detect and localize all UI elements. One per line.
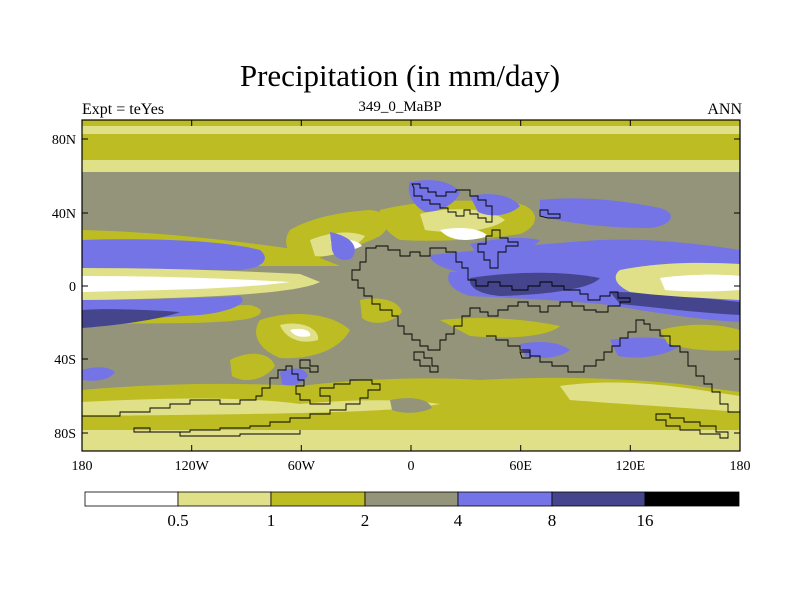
colorbar-box-4 (457, 491, 553, 507)
lon-label-0: 0 (408, 459, 415, 474)
lon-label-60w: 60W (288, 459, 316, 474)
colorbar-label-2: 2 (361, 511, 370, 530)
colorbar-label-16: 16 (637, 511, 654, 530)
lon-label-120w: 120W (175, 459, 210, 474)
lat-label-40s: 40S (54, 353, 76, 368)
precipitation-field (82, 120, 740, 451)
experiment-label: Expt = teYes (82, 101, 165, 118)
lon-label-180w: 180 (72, 459, 93, 474)
colorbar-box-6 (644, 491, 740, 507)
colorbar-box-2 (270, 491, 366, 507)
season-label: ANN (707, 101, 742, 118)
colorbar-label-4: 4 (454, 511, 463, 530)
lat-label-equator: 0 (69, 280, 76, 295)
lon-label-60e: 60E (509, 459, 532, 474)
continent-outlines (82, 183, 740, 439)
colorbar-label-0-5: 0.5 (167, 511, 188, 530)
lat-label-40n: 40N (52, 207, 76, 222)
lon-label-120e: 120E (616, 459, 646, 474)
map-title: Precipitation (in mm/day) (239, 58, 561, 93)
period-label: 349_0_MaBP (358, 99, 442, 115)
lat-label-80s: 80S (54, 427, 76, 442)
axis-ticks (81, 120, 741, 451)
colorbar-label-1: 1 (267, 511, 276, 530)
lon-label-180e: 180 (730, 459, 751, 474)
colorbar-box-3 (364, 491, 459, 507)
colorbar-box-1 (177, 491, 272, 507)
colorbar-box-0 (84, 491, 179, 507)
colorbar-label-8: 8 (548, 511, 557, 530)
colorbar-box-5 (551, 491, 646, 507)
colorbar: 0.5 1 2 4 8 16 (84, 491, 740, 530)
lat-label-80n: 80N (52, 133, 76, 148)
